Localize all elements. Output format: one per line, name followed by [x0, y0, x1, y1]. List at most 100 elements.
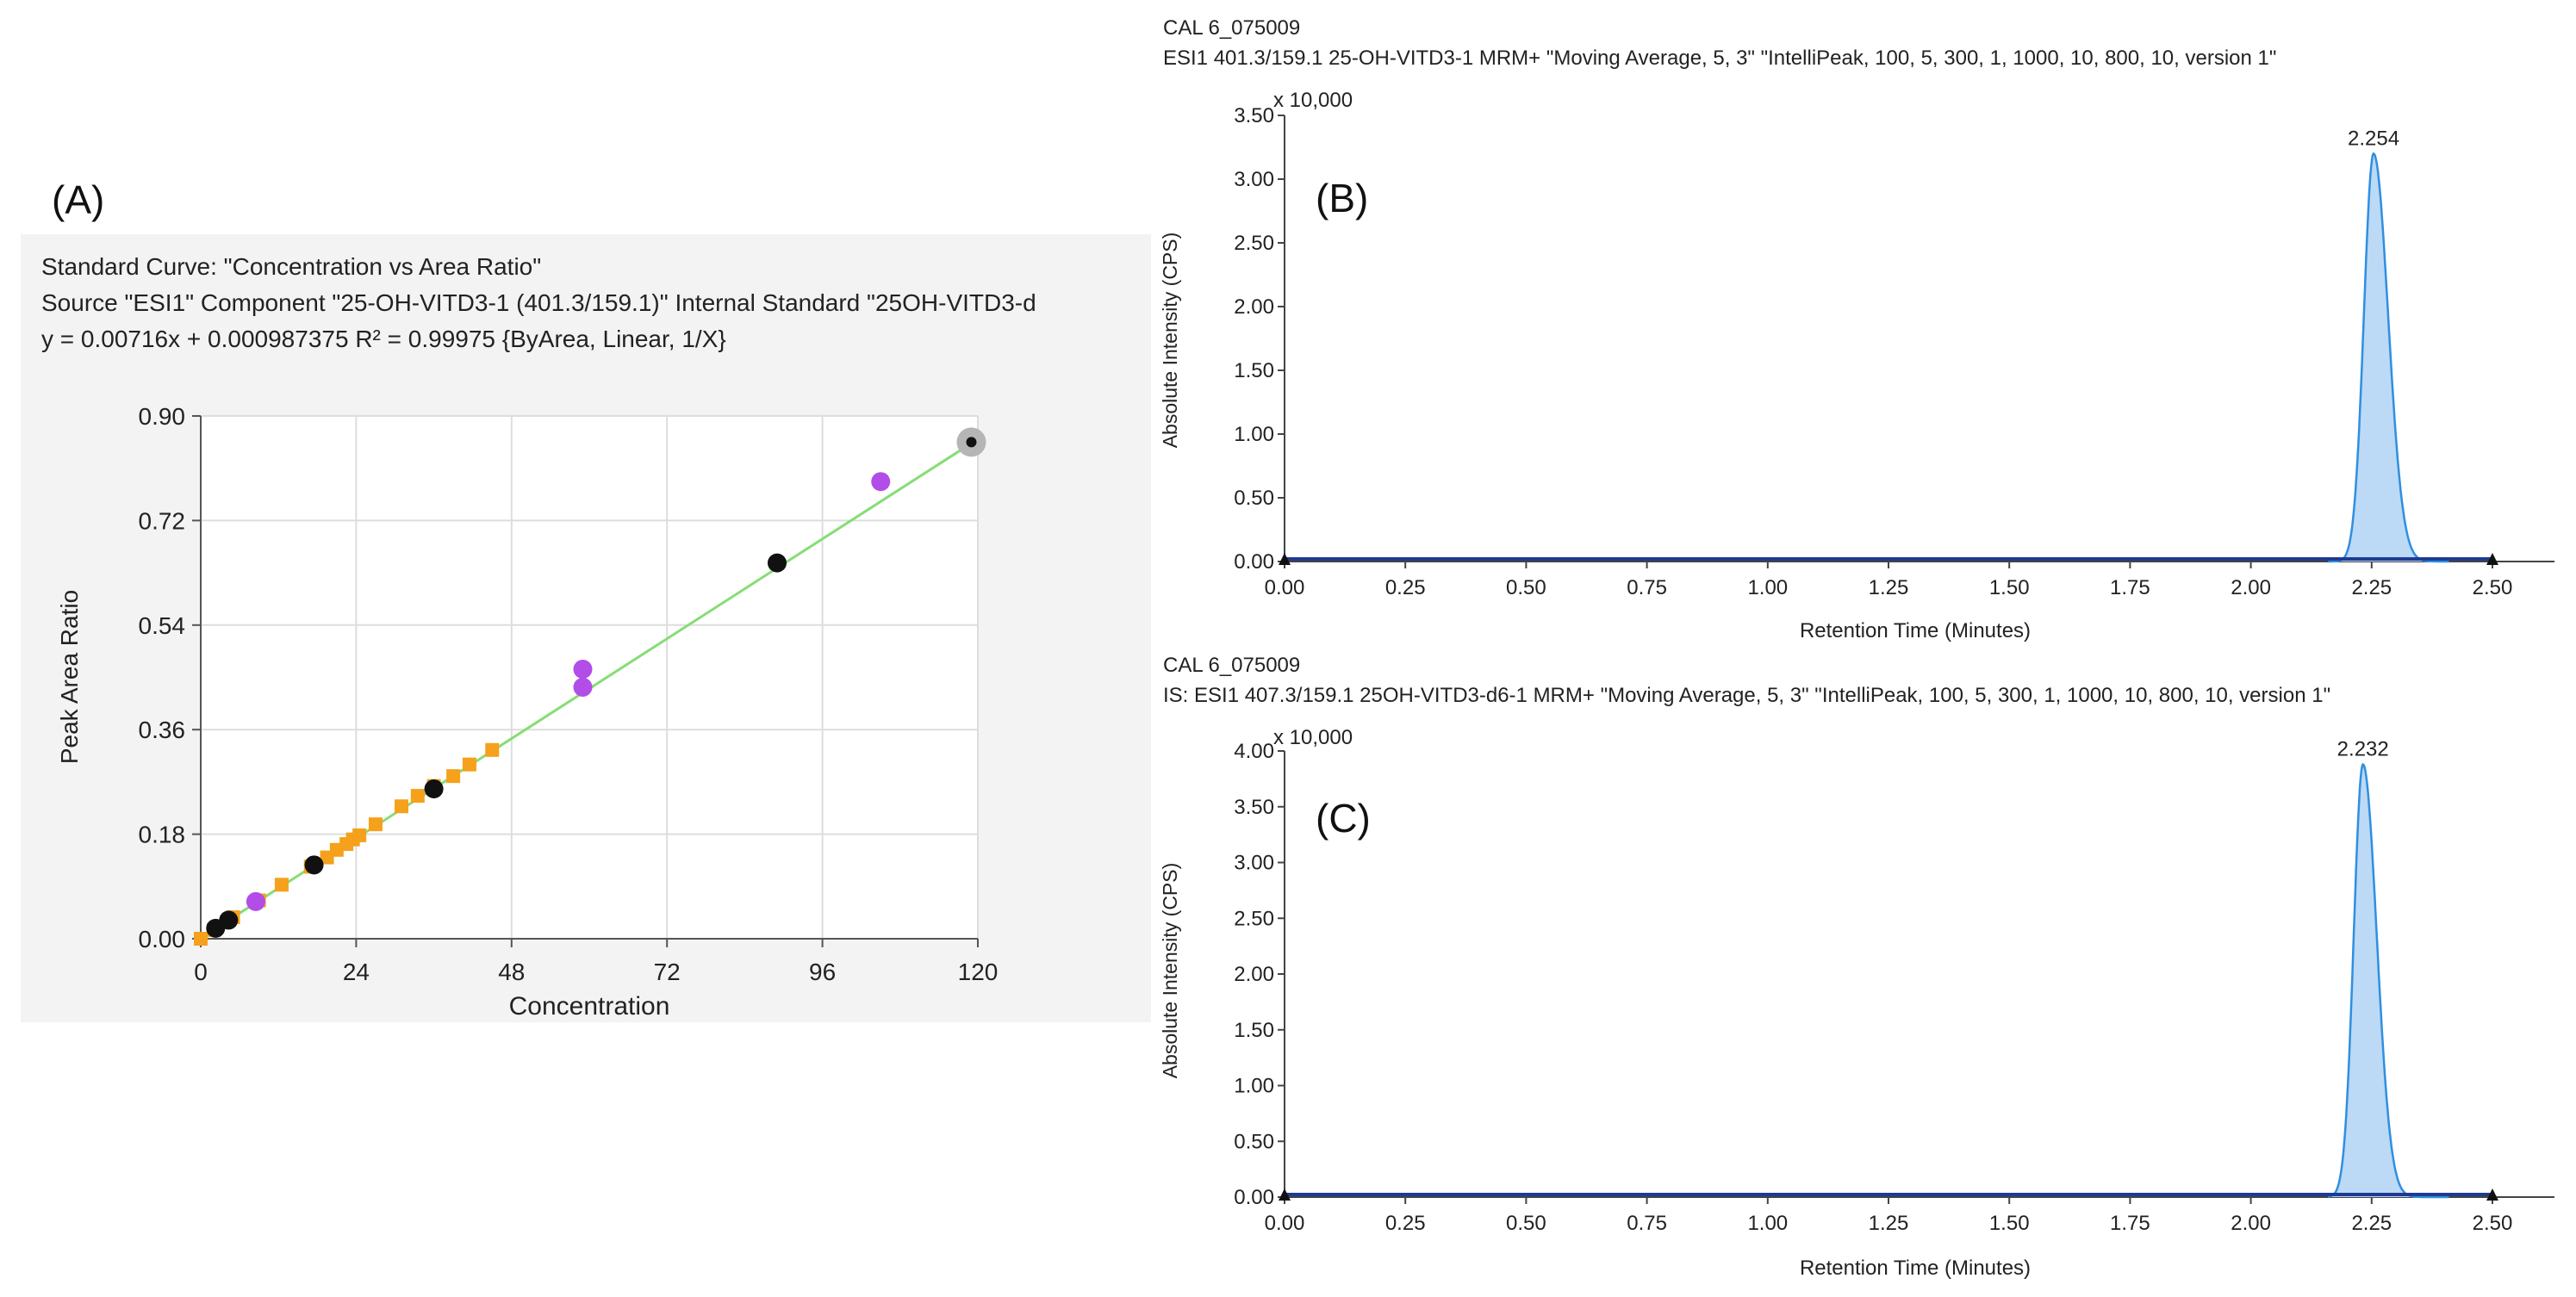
panel-a: (A) Standard Curve: "Concentration vs Ar…: [21, 177, 1151, 1022]
y-tick-label: 2.00: [1234, 295, 1274, 319]
data-point-purple: [246, 891, 265, 911]
x-tick-label: 2.25: [2351, 576, 2392, 599]
x-tick-label: 1.50: [1989, 1212, 2030, 1235]
panel-b-header-transition: ESI1 401.3/159.1 25-OH-VITD3-1 MRM+ "Mov…: [1163, 47, 2276, 70]
x-tick-label: 1.75: [2110, 576, 2150, 599]
x-tick-label: 0: [194, 959, 208, 985]
x-tick-label: 2.50: [2473, 1212, 2513, 1235]
integration-marker-icon: [1279, 553, 1291, 565]
data-point-orange: [410, 789, 425, 804]
x-tick-label: 0.75: [1627, 576, 1667, 599]
x-tick-label: 2.00: [2231, 576, 2271, 599]
x-tick-label: 0.75: [1627, 1212, 1667, 1235]
y-tick-label: 2.50: [1234, 232, 1274, 255]
x-tick-label: 0.50: [1506, 1212, 1546, 1235]
x-tick-label: 48: [498, 959, 525, 985]
y-tick-label: 0.50: [1234, 1130, 1274, 1153]
panel-a-header-title: Standard Curve: "Concentration vs Area R…: [41, 253, 541, 280]
y-tick-label: 2.50: [1234, 907, 1274, 930]
y-tick-label: 0.50: [1234, 487, 1274, 510]
data-point-orange: [462, 757, 476, 772]
panel-b-ylabel: Absolute Intensity (CPS): [1159, 233, 1181, 449]
panel-a-xlabel: Concentration: [509, 992, 670, 1021]
panel-a-label: (A): [52, 177, 104, 222]
panel-c-scale-label: x 10,000: [1273, 726, 1353, 749]
y-tick-label: 3.50: [1234, 796, 1274, 819]
x-tick-label: 1.25: [1869, 576, 1909, 599]
data-point-orange: [352, 828, 367, 842]
peak-trace: [2328, 762, 2449, 1199]
panel-a-tick-labels: 0 24 48 72 96 120 0.00 0.18 0.36 0.54 0.72 0.90: [139, 403, 999, 985]
peak-area: [2328, 153, 2449, 562]
y-tick-label: 0.72: [139, 507, 186, 534]
x-tick-label: 24: [343, 959, 370, 985]
x-tick-label: 2.25: [2351, 1212, 2392, 1235]
x-tick-label: 2.00: [2231, 1212, 2271, 1235]
data-point-black: [304, 855, 324, 875]
data-point-orange: [485, 742, 500, 757]
integration-marker-icon: [2486, 553, 2498, 565]
x-tick-label: 1.25: [1869, 1212, 1909, 1235]
x-tick-label: 0.00: [1265, 576, 1305, 599]
y-tick-label: 0.36: [139, 717, 186, 743]
data-point-orange: [274, 878, 289, 892]
x-tick-label: 0.50: [1506, 576, 1546, 599]
y-tick-label: 0.00: [1234, 550, 1274, 574]
y-tick-label: 1.00: [1234, 1075, 1274, 1098]
data-point-black: [767, 553, 787, 573]
data-point-orange: [194, 932, 208, 946]
y-tick-label: 3.00: [1234, 168, 1274, 191]
panel-b-plot: 0.00 0.50 1.00 1.50 2.00 2.50 3.00 3.50 0.00 0.25…: [1234, 104, 2554, 599]
x-tick-label: 2.50: [2473, 576, 2513, 599]
peak-label: 2.254: [2348, 127, 2399, 150]
panel-c-header-transition: IS: ESI1 407.3/159.1 25OH-VITD3-d6-1 MRM…: [1163, 684, 2330, 707]
x-tick-label: 1.00: [1747, 576, 1788, 599]
panel-c-xlabel: Retention Time (Minutes): [1800, 1257, 2031, 1280]
peak-label: 2.232: [2337, 738, 2389, 761]
panel-b: CAL 6_075009 ESI1 401.3/159.1 25-OH-VITD…: [1159, 16, 2554, 642]
panel-a-grid: [201, 415, 979, 939]
data-point-black: [424, 779, 444, 798]
panel-c-label: (C): [1316, 796, 1371, 841]
x-tick-label: 72: [654, 959, 681, 985]
y-tick-label: 0.18: [139, 822, 186, 848]
x-tick-label: 1.75: [2110, 1212, 2150, 1235]
x-tick-label: 0.00: [1265, 1212, 1305, 1235]
data-point-purple: [573, 677, 593, 697]
y-tick-label: 3.00: [1234, 852, 1274, 875]
x-tick-label: 0.25: [1385, 576, 1426, 599]
data-point-orange: [446, 769, 461, 784]
data-point-purple: [573, 660, 593, 680]
y-tick-label: 1.00: [1234, 423, 1274, 446]
peak-trace: [2328, 152, 2449, 563]
panel-b-header-sample: CAL 6_075009: [1163, 16, 1300, 40]
panel-a-header-equation: y = 0.00716x + 0.000987375 R² = 0.99975 …: [41, 326, 726, 352]
y-tick-label: 0.00: [1234, 1186, 1274, 1209]
panel-b-label: (B): [1316, 176, 1368, 220]
data-point-black: [219, 910, 239, 930]
x-tick-label: 1.50: [1989, 576, 2030, 599]
y-tick-label: 0.54: [139, 612, 186, 639]
panel-c-plot: 0.00 0.50 1.00 1.50 2.00 2.50 3.00 3.50 4.00 0.00…: [1234, 738, 2554, 1235]
y-tick-label: 1.50: [1234, 359, 1274, 382]
y-tick-label: 4.00: [1234, 740, 1274, 763]
y-tick-label: 3.50: [1234, 104, 1274, 127]
data-point-highlighted: [956, 427, 986, 457]
peak-area: [2328, 764, 2449, 1197]
panel-c-header-sample: CAL 6_075009: [1163, 654, 1300, 677]
y-tick-label: 0.90: [139, 403, 186, 430]
panel-a-header-source: Source "ESI1" Component "25-OH-VITD3-1 (…: [41, 289, 1036, 316]
panel-a-ylabel: Peak Area Ratio: [56, 590, 83, 764]
y-tick-label: 0.00: [139, 926, 186, 953]
panel-c: CAL 6_075009 IS: ESI1 407.3/159.1 25OH-V…: [1159, 654, 2554, 1280]
y-tick-label: 1.50: [1234, 1019, 1274, 1042]
x-tick-label: 96: [809, 959, 836, 985]
panel-b-scale-label: x 10,000: [1273, 89, 1353, 112]
panel-a-points: [194, 427, 986, 946]
x-tick-label: 0.25: [1385, 1212, 1426, 1235]
highlight-center: [966, 437, 977, 448]
data-point-orange: [395, 799, 409, 814]
panel-b-xlabel: Retention Time (Minutes): [1800, 619, 2031, 642]
integration-marker-icon: [2486, 1188, 2498, 1201]
